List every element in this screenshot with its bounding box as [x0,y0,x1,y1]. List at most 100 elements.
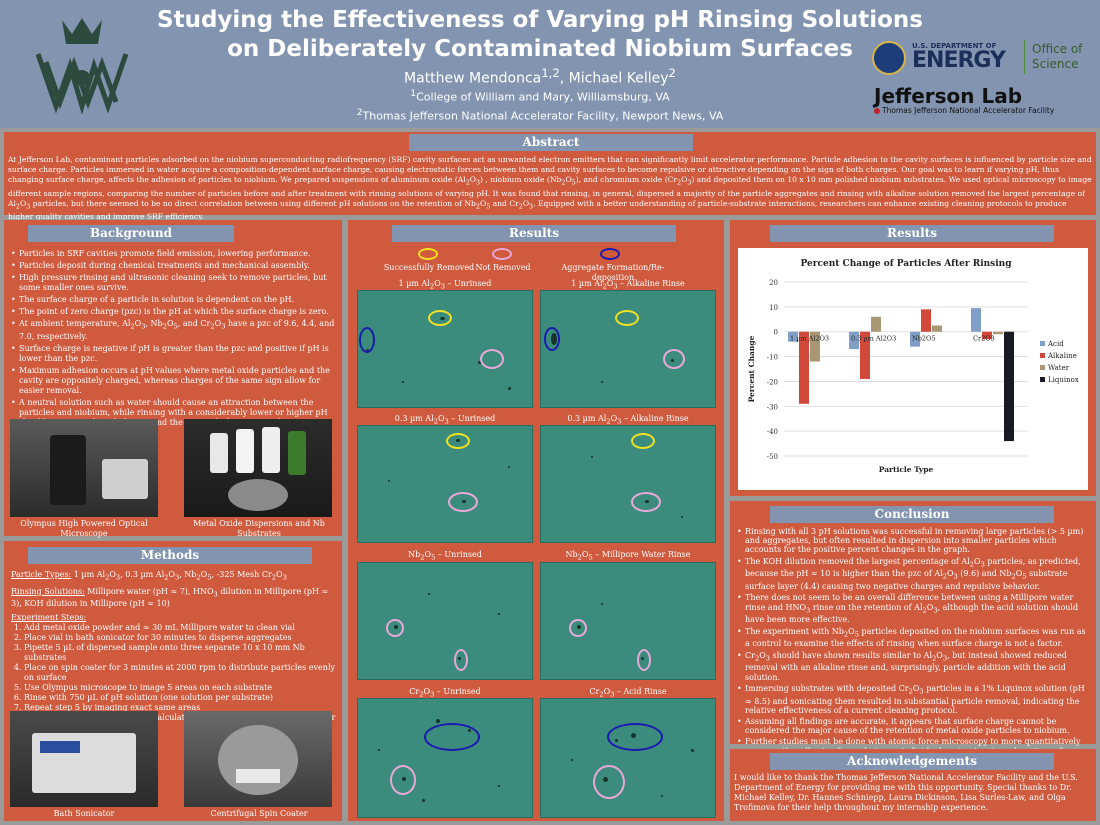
acknowledgements-text: I would like to thank the Thomas Jeffers… [734,773,1078,812]
chart-bar [788,331,798,342]
legend-removed-label: Successfully Removed [383,263,475,272]
vial-shape [262,427,280,473]
conclusion-bullet: There does not seem to be an overall dif… [737,593,1092,624]
doe-big-text: ENERGY [912,48,1006,73]
aggregate-ring-icon [607,723,663,751]
microscope-photo [10,419,158,517]
chart-y-tick-label: -20 [767,378,778,386]
legend-pink-ring-icon [492,248,512,260]
conclusion-bullet: The experiment with Nb2O5 particles depo… [737,627,1092,649]
image-caption: 1 µm Al2O3 – Unrinsed [398,279,492,291]
poster-title-line1: Studying the Effectiveness of Varying pH… [157,7,923,33]
chart-bar [810,331,820,362]
vial-shape [210,433,228,473]
abstract-text: At Jefferson Lab, contaminant particles … [8,155,1092,222]
background-panel: Background Particles in SRF cavities pro… [4,220,342,538]
micrograph-image [357,698,533,818]
removed-ring-icon [446,433,470,449]
legend-yellow-ring-icon [418,248,438,260]
background-bullets: Particles in SRF cavities promote field … [10,249,340,430]
chart-legend-label: Alkaline [1047,352,1077,360]
methods-title: Methods [28,547,312,564]
spin-coater-photo [184,711,332,807]
chart-title: Percent Change of Particles After Rinsin… [801,259,1013,269]
not-removed-ring-icon [637,649,651,671]
vial-shape [236,429,254,473]
not-removed-ring-icon [448,492,478,512]
chart-bar [860,331,870,379]
jlab-big-text: Jefferson Lab [874,84,1023,108]
step-item: Repeat step 5 by imaging exact same area… [24,703,339,713]
aggregate-ring-icon [544,327,560,351]
step-item: Use Olympus microscope to image 5 areas … [24,683,339,693]
chart-y-tick-label: 20 [769,279,778,287]
chart-bar [799,331,809,404]
aggregate-ring-icon [359,327,375,353]
image-caption: 0.3 µm Al2O3 – Unrinsed [394,414,496,426]
step-item: Pipette 5 µL of dispersed sample onto th… [24,643,339,663]
poster-affiliations: 1College of William and Mary, Williamsbu… [356,88,724,123]
background-bullet: At ambient temperature, Al2O3, Nb2O5, an… [11,319,340,342]
results-chart-panel: Results Percent Change of Particles Afte… [730,220,1096,496]
steps-label: Experiment Steps: [11,613,87,623]
legend-aggregate-label: Aggregate Formation/Re-deposition [561,263,665,282]
spin-coater-caption: Centrifugal Spin Coater [210,809,308,818]
spin-coater-label-shape [236,769,280,783]
results-images-title: Results [392,225,676,242]
doe-seal-icon [872,41,906,75]
chart-legend-label: Water [1048,364,1070,372]
doe-logo: U.S. DEPARTMENT OF ENERGY Office of Scien… [872,40,1096,76]
chart-legend-swatch [1040,377,1045,382]
removed-ring-icon [428,310,452,326]
sonicator-caption: Bath Sonicator [53,809,115,818]
micrograph-image [540,425,716,543]
chart-container: Percent Change of Particles After Rinsin… [738,248,1088,490]
step-item: Place vial in bath sonicator for 30 minu… [24,633,339,643]
background-bullet: Particles in SRF cavities promote field … [11,249,340,259]
conclusion-bullet: Rinsing with all 3 pH solutions was succ… [737,527,1092,555]
chart-x-tick-label: 0.3 µm Al2O3 [851,335,896,343]
chart-legend-swatch [1040,353,1045,358]
results-chart-title: Results [770,225,1054,242]
micrograph-image [357,425,533,543]
doe-office-text: Office of Science [1032,42,1083,71]
methods-text: Particle Types: 1 µm Al2O3, 0.3 µm Al2O3… [11,570,339,733]
legend-blue-ring-icon [600,248,620,260]
petri-dish-shape [228,479,288,511]
chart-x-tick-label: Nb2O5 [912,335,935,343]
background-bullet: Particles deposit during chemical treatm… [11,261,340,271]
chart-legend-swatch [1040,365,1045,370]
conclusion-bullet: The KOH dilution removed the largest per… [737,557,1092,592]
william-and-mary-crest-logo [35,18,129,115]
spin-coater-bowl-shape [218,725,298,795]
removed-ring-icon [615,310,639,326]
controller-box-shape [102,459,148,499]
background-bullet: Maximum adhesion occurs at pH values whe… [11,366,340,396]
background-bullet: The point of zero charge (pzc) is the pH… [11,307,340,317]
conclusion-bullet: Immersing substrates with deposited Cr2O… [737,684,1092,715]
chart-legend-swatch [1040,341,1045,346]
chart-bar [849,331,859,350]
abstract-panel: Abstract At Jefferson Lab, contaminant p… [4,132,1096,221]
poster-title: Studying the Effectiveness of Varying pH… [140,6,940,64]
chart-bar [921,309,931,332]
chart-y-axis-label: Percent Change [747,335,756,402]
chart-bar [982,331,992,340]
chart-y-tick-label: -50 [767,453,778,461]
image-caption: Nb2O5 – Unrinsed [408,550,482,562]
image-caption: Cr2O3 – Unrinsed [409,687,481,699]
conclusion-bullet: Cr2O3 should have shown results similar … [737,651,1092,682]
not-removed-ring-icon [480,349,504,369]
not-removed-ring-icon [593,765,625,799]
jlab-dot-icon [874,108,880,114]
micrograph-image [357,562,533,680]
chart-legend-label: Acid [1047,340,1064,348]
step-item: Place on spin coater for 3 minutes at 20… [24,663,339,683]
chart-y-tick-label: 10 [769,304,778,312]
jlab-small-text: Thomas Jefferson National Accelerator Fa… [882,106,1055,115]
poster-title-line2: on Deliberately Contaminated Niobium Sur… [227,36,853,62]
not-removed-ring-icon [663,349,685,369]
background-bullet: The surface charge of a particle in solu… [11,295,340,305]
conclusion-bullet: Assuming all findings are accurate, it a… [737,717,1092,735]
abstract-title: Abstract [409,134,693,151]
